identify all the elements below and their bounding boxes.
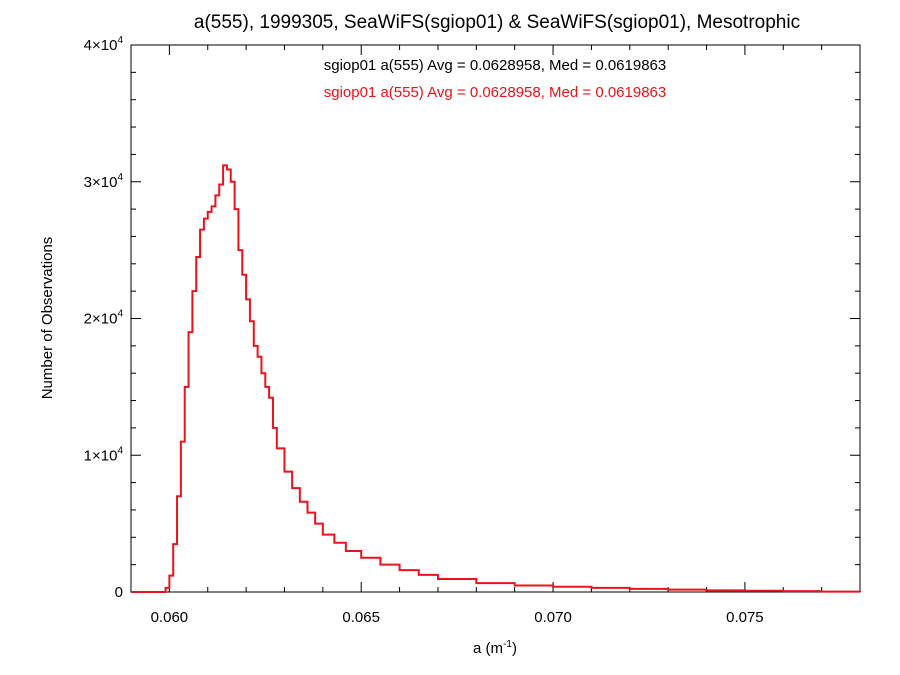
annotations: sgiop01 a(555) Avg = 0.0628958, Med = 0.… — [324, 57, 667, 101]
y-tick-label: 0 — [115, 584, 123, 601]
x-tick-label: 0.065 — [342, 609, 380, 626]
chart-title: a(555), 1999305, SeaWiFS(sgiop01) & SeaW… — [194, 12, 800, 33]
x-axis-ticks: 0.060 0.065 0.070 0.075 — [130, 45, 861, 626]
y-tick-label: 4×104 — [84, 35, 124, 54]
series-line-0 — [131, 164, 861, 593]
x-axis-label-end: ) — [512, 640, 517, 657]
x-axis-label: a (m-1) — [473, 639, 517, 657]
x-axis-label-main: a (m — [473, 640, 503, 657]
y-axis-ticks: 0 1×104 2×104 3×104 4×104 — [84, 35, 860, 601]
y-tick-label: 3×104 — [84, 172, 124, 191]
y-tick-label: 2×104 — [84, 309, 124, 328]
series-layer — [131, 164, 861, 593]
x-tick-label: 0.075 — [726, 609, 764, 626]
y-axis-label: Number of Observations — [39, 237, 56, 400]
plot-frame — [130, 44, 861, 593]
y-tick-label: 1×104 — [84, 445, 124, 464]
annotation-0: sgiop01 a(555) Avg = 0.0628958, Med = 0.… — [324, 57, 667, 74]
x-tick-label: 0.070 — [534, 609, 572, 626]
x-axis-label-sup: -1 — [503, 639, 512, 650]
annotation-1: sgiop01 a(555) Avg = 0.0628958, Med = 0.… — [324, 84, 667, 101]
x-tick-label: 0.060 — [151, 609, 189, 626]
